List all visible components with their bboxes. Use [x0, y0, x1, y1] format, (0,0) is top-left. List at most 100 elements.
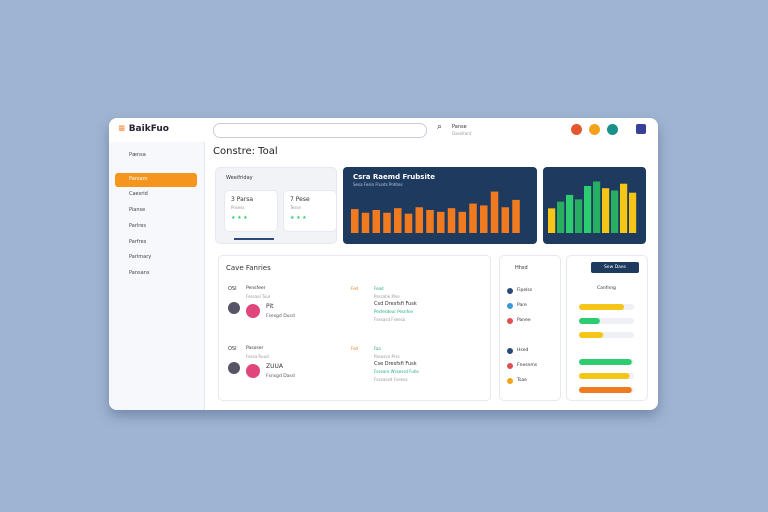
chart-title: Csra Raemd Frubsite — [353, 173, 435, 181]
bar — [383, 212, 391, 233]
avatar — [228, 362, 240, 374]
card-title: Cave Fanries — [226, 264, 271, 272]
sub: Fessa Ruud — [246, 354, 269, 359]
list-item[interactable]: Fipelss — [517, 288, 533, 293]
progress-bar — [579, 359, 632, 365]
bar — [629, 192, 637, 233]
line: Fsesasd Fseesa — [374, 317, 406, 322]
bar — [501, 207, 510, 233]
bar — [469, 203, 477, 233]
nav-item[interactable]: Parlres — [129, 222, 146, 229]
week-card: Weeifriday 3 Parsa Pnsess ★ ★ ★ 7 Pese Tesse… — [215, 167, 337, 244]
meta: Fsesgd Dusd — [266, 314, 295, 319]
line: Fsesased Fseesa — [374, 377, 408, 382]
sidebar: Pænsa Parsam Caesrid Pianse Parlres Parfres Pa… — [109, 142, 205, 410]
bar — [566, 194, 574, 233]
logo-text: BaikFuo — [128, 124, 169, 134]
head: Pasoser — [246, 346, 264, 351]
nav-item[interactable]: Caesrid — [129, 191, 148, 198]
search-icon[interactable]: ⌕ — [437, 122, 443, 132]
bar-chart — [548, 181, 637, 233]
nav-item[interactable]: Pansans — [129, 269, 150, 276]
name: ZUUA — [266, 363, 283, 370]
tag: Fed — [351, 346, 359, 351]
progress-bar — [579, 304, 625, 310]
mini-title: 3 Parsa — [231, 196, 254, 203]
bar — [415, 207, 424, 233]
bar — [426, 210, 434, 233]
avatar — [246, 364, 260, 378]
icon[interactable] — [571, 124, 582, 135]
rating: ★ ★ ★ — [290, 215, 307, 221]
bar — [351, 209, 359, 233]
col-sub: Psssatie Plse — [374, 294, 400, 299]
window: ≡ BaikFuo ⌕ Panse Daseitant Pænsa Parsam C… — [109, 118, 658, 410]
bar — [620, 183, 628, 233]
mini-title: 7 Pese — [290, 196, 310, 203]
icon[interactable] — [589, 124, 600, 135]
bar — [458, 211, 467, 233]
bar — [602, 188, 610, 233]
nav-item[interactable]: Pænsa — [129, 152, 146, 158]
card-title: Hhsd — [515, 265, 528, 271]
bar — [447, 208, 456, 233]
bar — [394, 208, 402, 233]
dot — [507, 288, 513, 294]
avatar — [246, 304, 260, 318]
list-item[interactable]: Pare — [517, 303, 527, 308]
bar — [512, 199, 520, 233]
search-box[interactable] — [213, 123, 427, 138]
user-role: Daseitant — [452, 131, 472, 136]
list-item[interactable]: Panee — [517, 318, 531, 323]
line: Cse Dresfsfi Fusk — [374, 361, 417, 367]
nav-item[interactable]: Parsam — [129, 175, 148, 182]
bar — [575, 199, 583, 233]
scroll-indicator — [234, 238, 274, 240]
bar — [437, 211, 445, 233]
nav-item[interactable]: Parlmary — [129, 254, 152, 261]
progress-bar — [579, 318, 600, 324]
user-name: Panse — [452, 124, 467, 130]
meta: Fsnsgd Dasd — [266, 374, 295, 379]
mini-sub: Tesse — [290, 205, 301, 210]
progress-bars — [579, 304, 634, 393]
card-label: Weeifriday — [226, 175, 253, 181]
dot — [507, 303, 513, 309]
bar — [404, 213, 413, 233]
line: Csd Dresfsfi Fusk — [374, 301, 417, 307]
icon[interactable] — [636, 124, 646, 134]
sub: Fessaal Tuul — [246, 294, 271, 299]
list-item[interactable]: Fnesnms — [517, 363, 538, 368]
nav-item[interactable]: Pianse — [129, 207, 146, 214]
card-label: Canfnng — [597, 286, 616, 291]
line: Fsseare Wssessd Fuhe — [374, 369, 419, 374]
progress-card: Sew Daes Canfnng — [566, 255, 648, 401]
tag: Fed — [351, 286, 359, 291]
col-head: Fead — [374, 286, 384, 291]
avatar — [228, 302, 240, 314]
mini-sub: Pnsess — [231, 205, 245, 210]
list-item[interactable]: Tsae — [517, 378, 527, 383]
nav-item[interactable]: Parfres — [129, 238, 147, 245]
line: Pesfesdeur Pesnfne — [374, 309, 413, 314]
list-card: Hhsd Fipelss Pare Panee Hsed Fnesnms Tsae — [499, 255, 561, 401]
bar — [593, 181, 601, 233]
bar — [548, 208, 556, 233]
icon[interactable] — [607, 124, 618, 135]
button[interactable]: Sew Daes — [591, 262, 639, 273]
bar — [557, 201, 565, 233]
chart-card — [543, 167, 646, 244]
dot — [507, 378, 513, 384]
progress-bar — [579, 373, 630, 379]
feed-card: Cave Fanries OSI Pensfeer Fessaal Tuul Pit F… — [218, 255, 491, 401]
progress-bar — [579, 387, 632, 393]
bar — [611, 190, 619, 233]
list-item[interactable]: Hsed — [517, 348, 529, 353]
dot — [507, 363, 513, 369]
bar — [372, 210, 381, 233]
dot — [507, 348, 513, 354]
head: Pensfeer — [246, 286, 266, 291]
mini-card: 3 Parsa Pnsess ★ ★ ★ — [224, 190, 278, 232]
nav-active-bg — [115, 172, 197, 187]
